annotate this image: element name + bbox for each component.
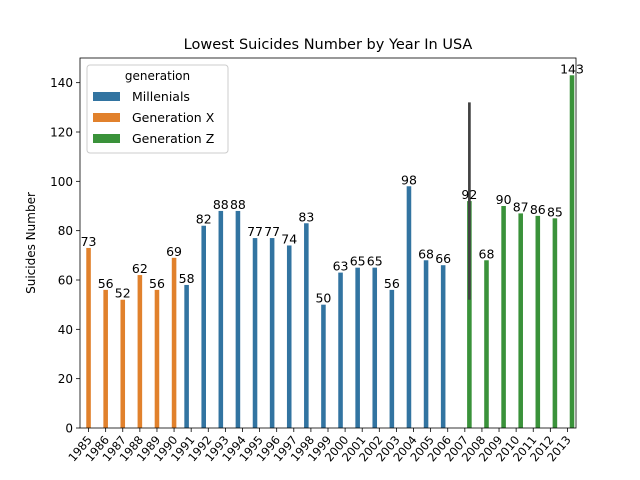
data-label: 86 [530, 202, 546, 217]
data-label: 87 [513, 199, 529, 214]
y-tick-label: 100 [50, 175, 73, 189]
bar [201, 225, 206, 428]
data-label: 92 [461, 187, 477, 202]
data-label: 88 [230, 197, 246, 212]
bar [552, 218, 558, 428]
data-label: 82 [196, 212, 212, 227]
bar [86, 247, 91, 428]
data-label: 85 [547, 204, 563, 219]
legend: generation Millenials Generation X Generati… [86, 64, 229, 154]
x-axis: 1985198619871988198919901991199219931994… [65, 428, 574, 464]
legend-label: Millenials [132, 89, 190, 104]
bar [355, 267, 360, 428]
data-label: 90 [496, 192, 512, 207]
bars-layer [86, 75, 575, 429]
data-label: 56 [149, 276, 165, 291]
y-axis-label: Suicides Number [24, 192, 38, 294]
data-label: 83 [298, 209, 314, 224]
bar [154, 289, 160, 428]
bar [286, 245, 292, 428]
data-label: 50 [315, 291, 331, 306]
data-label: 74 [281, 231, 297, 246]
bar [171, 257, 177, 428]
data-label: 69 [166, 244, 182, 259]
data-label: 68 [479, 246, 495, 261]
data-label: 68 [418, 246, 434, 261]
bar [120, 299, 126, 428]
legend-swatch [93, 92, 120, 101]
bar [218, 210, 224, 428]
data-label: 143 [560, 61, 584, 76]
data-label: 56 [98, 276, 114, 291]
bar [484, 260, 489, 428]
legend-label: Generation Z [132, 131, 214, 146]
data-label: 62 [132, 261, 148, 276]
y-tick-label: 40 [58, 323, 73, 337]
bar [304, 223, 309, 428]
legend-title: generation [125, 69, 190, 83]
data-label: 52 [115, 286, 131, 301]
y-tick-label: 140 [50, 76, 73, 90]
plot-frame [79, 57, 577, 429]
legend-label: Generation X [132, 110, 215, 125]
bar [252, 238, 258, 428]
bar [501, 206, 506, 428]
bar [269, 238, 275, 428]
data-label: 77 [264, 224, 280, 239]
y-tick-label: 80 [58, 224, 73, 238]
data-label: 77 [247, 224, 263, 239]
bar [137, 275, 143, 428]
bar [535, 215, 541, 428]
bar [440, 265, 446, 428]
legend-swatch [93, 113, 120, 122]
data-label: 65 [367, 254, 383, 269]
bar [235, 210, 241, 428]
data-label: 56 [384, 276, 400, 291]
data-label: 98 [401, 172, 417, 187]
data-label: 73 [81, 234, 97, 249]
data-label: 66 [435, 251, 451, 266]
y-tick-label: 60 [58, 274, 73, 288]
bar [467, 201, 472, 428]
chart-title: Lowest Suicides Number by Year In USA [184, 37, 473, 53]
y-axis: 0 20 40 60 80 100 120 140 [50, 76, 80, 436]
bar [518, 213, 523, 428]
data-label: 88 [213, 197, 229, 212]
bar [406, 186, 412, 428]
data-label: 65 [350, 254, 366, 269]
bar [338, 272, 343, 428]
bar [423, 260, 429, 428]
bar [389, 289, 395, 428]
y-tick-label: 20 [58, 372, 73, 386]
bar [372, 267, 378, 428]
bar [569, 75, 575, 429]
legend-box [86, 64, 229, 154]
y-tick-label: 120 [50, 126, 73, 140]
legend-swatch [93, 134, 120, 143]
data-label: 63 [333, 259, 349, 274]
bar [184, 284, 189, 428]
y-tick-label: 0 [65, 422, 73, 436]
bar [103, 289, 108, 428]
bar [321, 304, 326, 428]
data-label: 58 [179, 271, 195, 286]
